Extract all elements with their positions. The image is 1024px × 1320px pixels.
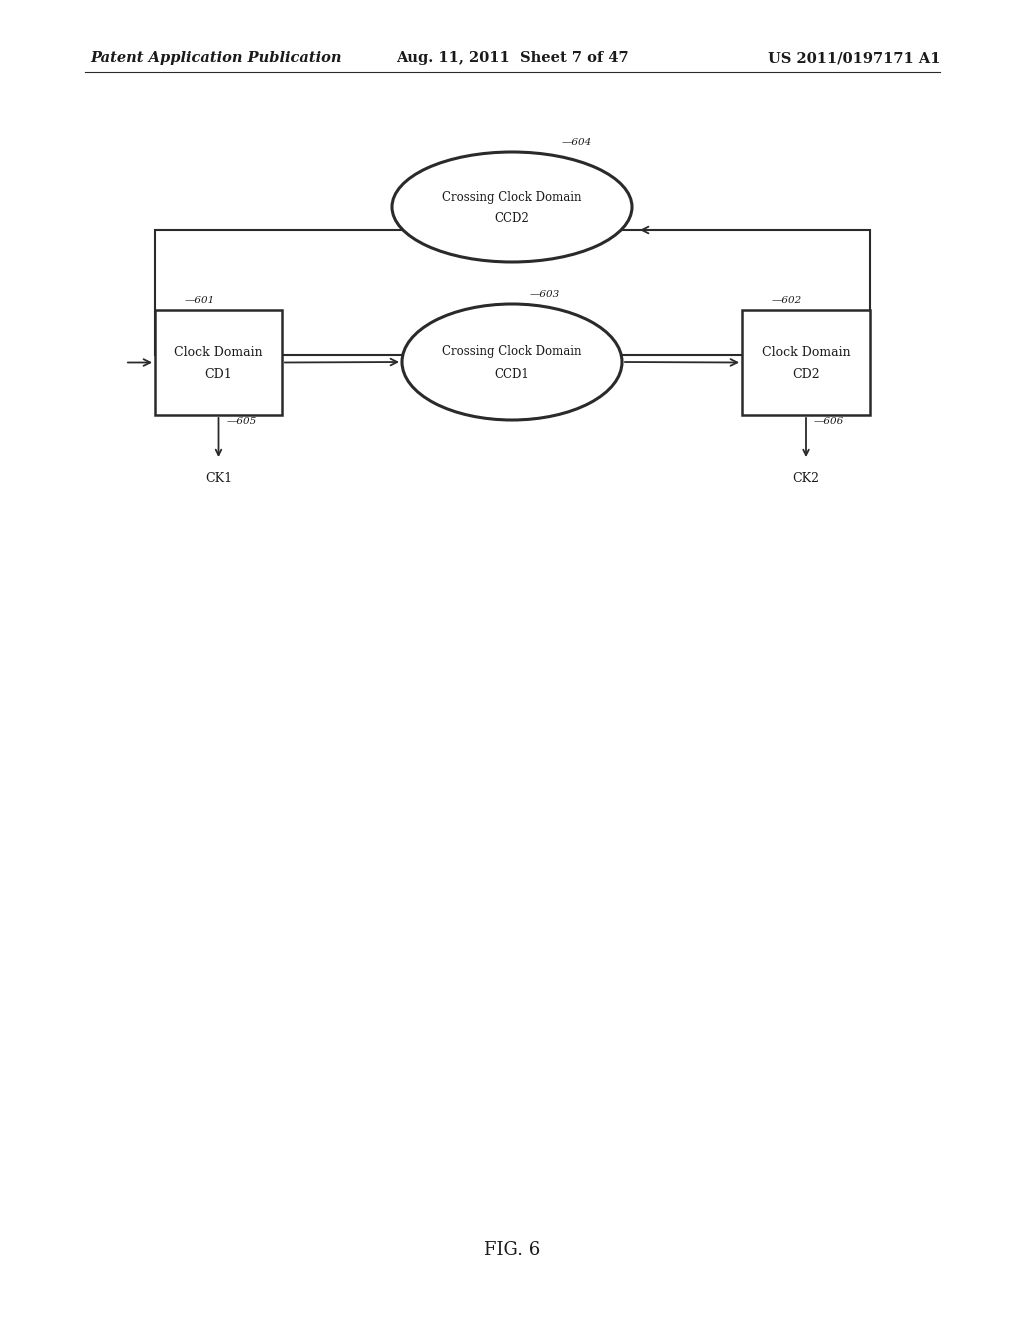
Text: —602: —602 xyxy=(772,296,802,305)
Text: CK1: CK1 xyxy=(205,473,232,484)
Text: CK2: CK2 xyxy=(793,473,819,484)
Text: US 2011/0197171 A1: US 2011/0197171 A1 xyxy=(768,51,940,65)
Text: CCD1: CCD1 xyxy=(495,368,529,381)
Bar xyxy=(742,310,870,414)
Ellipse shape xyxy=(392,152,632,261)
Text: CD1: CD1 xyxy=(205,368,232,381)
Text: Clock Domain: Clock Domain xyxy=(174,346,263,359)
Text: Crossing Clock Domain: Crossing Clock Domain xyxy=(442,346,582,359)
Text: —606: —606 xyxy=(814,417,844,426)
Text: Clock Domain: Clock Domain xyxy=(762,346,850,359)
Text: FIG. 6: FIG. 6 xyxy=(484,1241,540,1259)
Bar xyxy=(155,230,870,355)
Text: CD2: CD2 xyxy=(793,368,820,381)
Bar xyxy=(155,310,282,414)
Text: —603: —603 xyxy=(530,290,560,300)
Text: —601: —601 xyxy=(185,296,215,305)
Ellipse shape xyxy=(402,304,622,420)
Text: —604: —604 xyxy=(562,139,592,147)
Text: —605: —605 xyxy=(226,417,257,426)
Text: Aug. 11, 2011  Sheet 7 of 47: Aug. 11, 2011 Sheet 7 of 47 xyxy=(395,51,629,65)
Text: Patent Application Publication: Patent Application Publication xyxy=(90,51,341,65)
Text: Crossing Clock Domain: Crossing Clock Domain xyxy=(442,190,582,203)
Text: CCD2: CCD2 xyxy=(495,213,529,226)
